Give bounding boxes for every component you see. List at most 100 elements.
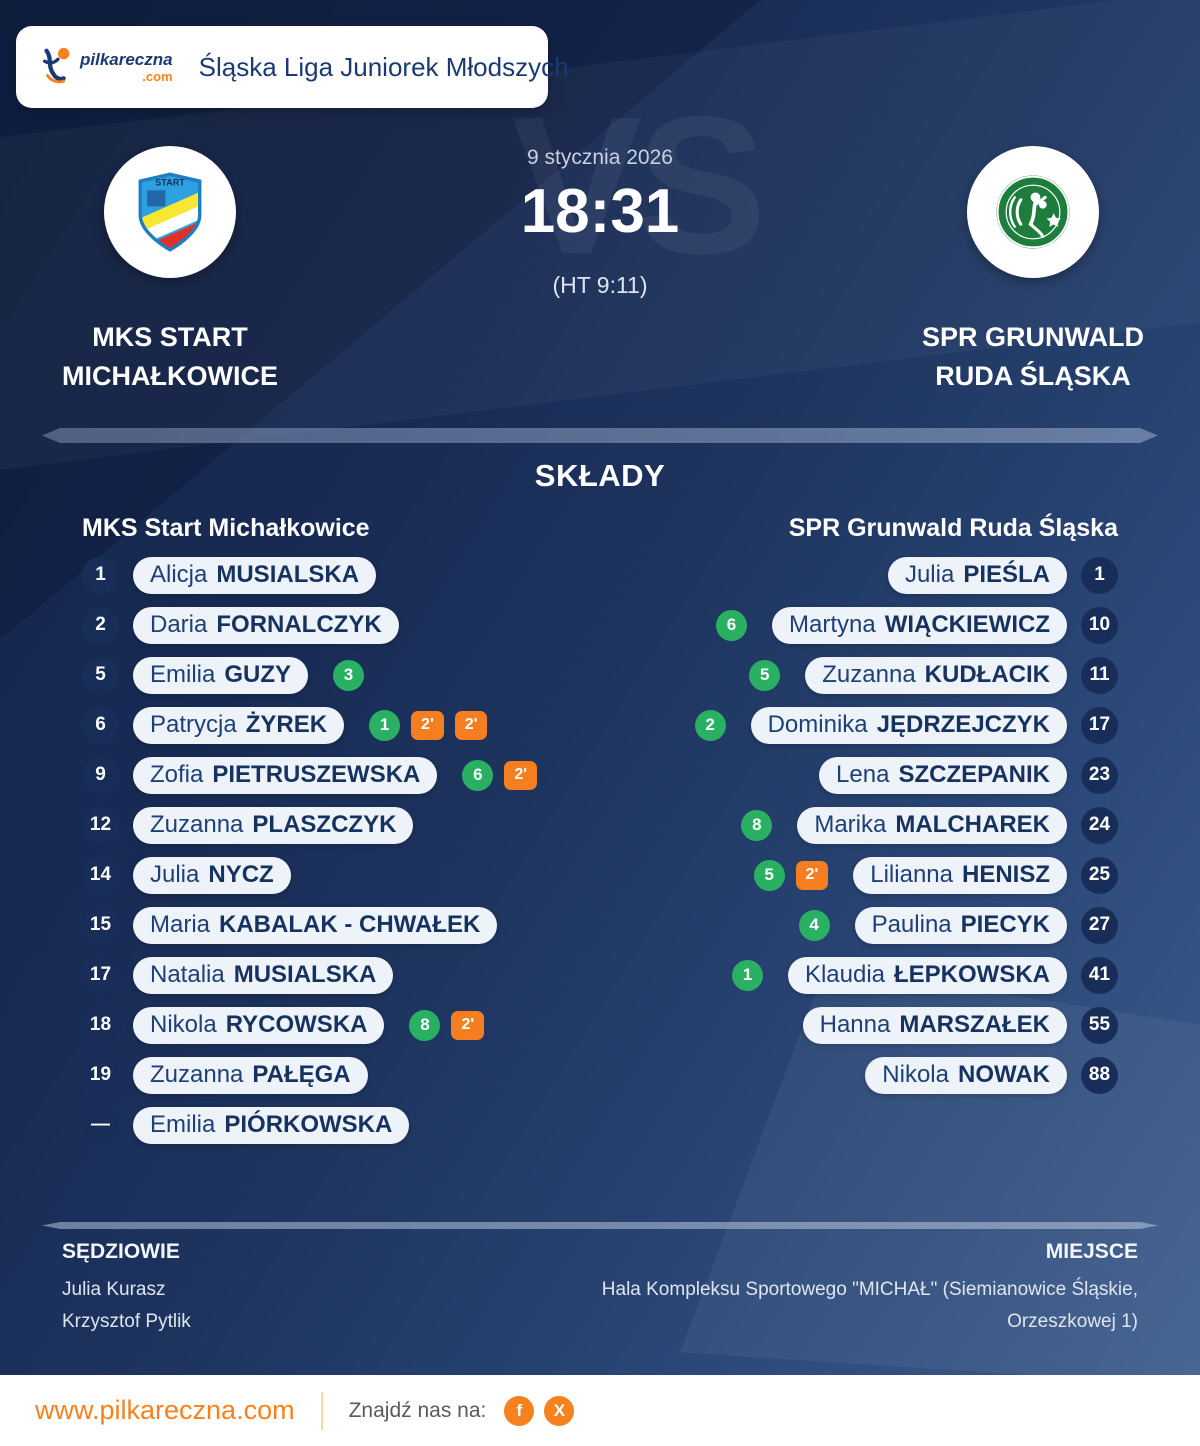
player-name-pill: Daria FORNALCZYK	[133, 606, 399, 644]
player-name-pill: Alicja MUSIALSKA	[133, 556, 377, 594]
player-number-badge: 9	[82, 756, 119, 794]
player-row: 1 Alicja MUSIALSKA	[82, 556, 537, 594]
goals-badge: 3	[333, 659, 365, 691]
player-last-name: FORNALCZYK	[216, 611, 382, 638]
goals-badge: 5	[753, 859, 785, 891]
player-row: Nikola NOWAK 88	[695, 1056, 1118, 1094]
handball-player-icon	[38, 45, 76, 90]
player-last-name: PAŁĘGA	[252, 1061, 351, 1088]
player-stat-badges: 1 2' 2'	[369, 709, 488, 741]
lineup-column-headers: MKS Start Michałkowice SPR Grunwald Ruda…	[0, 514, 1200, 543]
brand-wordmark: pilkareczna .com	[80, 51, 173, 83]
player-row: 2 Daria FORNALCZYK	[82, 606, 537, 644]
player-name-pill: Julia PIEŚLA	[887, 556, 1067, 594]
home-player-list: 1 Alicja MUSIALSKA 2 Daria FORNALCZYK 5 Emilia G…	[82, 556, 538, 1156]
player-number-badge: 17	[1081, 706, 1118, 744]
pilkareczna-logo: pilkareczna .com	[38, 45, 173, 90]
player-row: 17 Natalia MUSIALSKA	[82, 956, 537, 994]
player-name-pill: Zuzanna KUDŁACIK	[805, 656, 1067, 694]
player-first-name: Maria	[150, 911, 211, 938]
player-first-name: Natalia	[150, 961, 225, 988]
player-first-name: Zuzanna	[150, 1061, 244, 1088]
player-first-name: Lilianna	[870, 861, 953, 888]
player-first-name: Alicja	[150, 561, 208, 588]
player-stat-badges: 8 2'	[409, 1009, 485, 1041]
home-team-name: MKS START MICHAŁKOWICE	[30, 318, 310, 396]
player-stat-badges: 2	[694, 709, 726, 741]
player-number-badge: 41	[1081, 956, 1118, 994]
player-first-name: Dominika	[767, 711, 868, 738]
player-stat-badges: 3	[333, 659, 365, 691]
player-first-name: Hanna	[819, 1011, 891, 1038]
player-row: 4 Paulina PIECYK 27	[695, 906, 1118, 944]
player-number-badge: 12	[82, 806, 119, 844]
website-link[interactable]: www.pilkareczna.com	[35, 1395, 295, 1425]
player-last-name: NYCZ	[208, 861, 274, 888]
player-row: Julia PIEŚLA 1	[695, 556, 1118, 594]
player-number-badge: 25	[1081, 856, 1118, 894]
away-player-list: Julia PIEŚLA 1 6 Martyna WIĄCKIEWICZ 10 5 Zuzann…	[694, 556, 1118, 1156]
player-last-name: RYCOWSKA	[225, 1011, 368, 1038]
goals-badge: 1	[731, 959, 763, 991]
player-stat-badges: 5	[749, 659, 781, 691]
player-name-pill: Klaudia ŁEPKOWSKA	[787, 956, 1067, 994]
player-first-name: Daria	[150, 611, 208, 638]
brand-tld: .com	[142, 69, 173, 84]
player-number-badge: 5	[82, 656, 119, 694]
player-last-name: JĘDRZEJCZYK	[876, 711, 1050, 738]
player-row: 5 2' Lilianna HENISZ 25	[695, 856, 1118, 894]
player-last-name: WIĄCKIEWICZ	[884, 611, 1050, 638]
goals-badge: 8	[409, 1009, 441, 1041]
home-team-name-line1: MKS START	[92, 322, 248, 352]
player-last-name: MALCHAREK	[895, 811, 1050, 838]
player-first-name: Julia	[150, 861, 200, 888]
venue-line: Hala Kompleksu Sportowego "MICHAŁ" (Siem…	[601, 1279, 1138, 1300]
player-name-pill: Zuzanna PAŁĘGA	[133, 1056, 368, 1094]
player-number-badge: 19	[82, 1056, 119, 1094]
home-team-logo: START	[104, 146, 236, 278]
player-last-name: ŻYREK	[245, 711, 328, 738]
player-first-name: Emilia	[150, 1111, 216, 1138]
officials-section: SĘDZIOWIE Julia Kurasz Krzysztof Pytlik …	[0, 1240, 1200, 1338]
section-divider	[42, 1222, 1158, 1229]
player-last-name: PIECYK	[960, 911, 1050, 938]
x-twitter-icon[interactable]: X	[544, 1395, 575, 1426]
match-date: 9 stycznia 2026	[527, 146, 673, 169]
player-row: 6 Martyna WIĄCKIEWICZ 10	[695, 606, 1118, 644]
player-number-badge: 2	[82, 606, 119, 644]
referees-label: SĘDZIOWIE	[62, 1240, 180, 1263]
player-name-pill: Patrycja ŻYREK	[133, 706, 345, 744]
away-team-logo	[967, 146, 1099, 278]
player-last-name: HENISZ	[961, 861, 1050, 888]
player-stat-badges: 5 2'	[753, 859, 829, 891]
mks-start-crest-icon: START	[138, 172, 202, 252]
player-first-name: Emilia	[150, 661, 216, 688]
player-last-name: NOWAK	[958, 1061, 1050, 1088]
player-row: Lena SZCZEPANIK 23	[695, 756, 1118, 794]
player-name-pill: Julia NYCZ	[133, 856, 291, 894]
player-number-badge: 18	[82, 1006, 119, 1044]
player-row: 18 Nikola RYCOWSKA 8 2'	[82, 1006, 537, 1044]
player-number-badge: 6	[82, 706, 119, 744]
facebook-icon[interactable]: f	[504, 1395, 535, 1426]
player-name-pill: Maria KABALAK - CHWAŁEK	[133, 906, 498, 944]
league-title: Śląska Liga Juniorek Młodszych	[198, 51, 569, 82]
section-divider	[42, 428, 1158, 443]
grunwald-crest-icon	[996, 175, 1070, 249]
player-first-name: Klaudia	[804, 961, 885, 988]
league-header-card: pilkareczna .com Śląska Liga Juniorek Mł…	[16, 26, 569, 108]
player-row: 2 Dominika JĘDRZEJCZYK 17	[694, 706, 1118, 744]
player-name-pill: Nikola NOWAK	[865, 1056, 1067, 1094]
player-row: 8 Marika MALCHAREK 24	[695, 806, 1118, 844]
player-first-name: Nikola	[882, 1061, 949, 1088]
player-last-name: KABALAK - CHWAŁEK	[219, 911, 481, 938]
player-stat-badges: 6	[715, 609, 747, 641]
player-number-badge: 11	[1081, 656, 1118, 694]
away-team-name-line1: SPR GRUNWALD	[922, 322, 1144, 352]
goals-badge: 2	[694, 709, 726, 741]
away-team-name: SPR GRUNWALD RUDA ŚLĄSKA	[893, 318, 1173, 396]
goals-badge: 4	[798, 909, 830, 941]
goals-badge: 6	[462, 759, 494, 791]
player-last-name: SZCZEPANIK	[898, 761, 1050, 788]
player-last-name: MUSIALSKA	[216, 561, 360, 588]
